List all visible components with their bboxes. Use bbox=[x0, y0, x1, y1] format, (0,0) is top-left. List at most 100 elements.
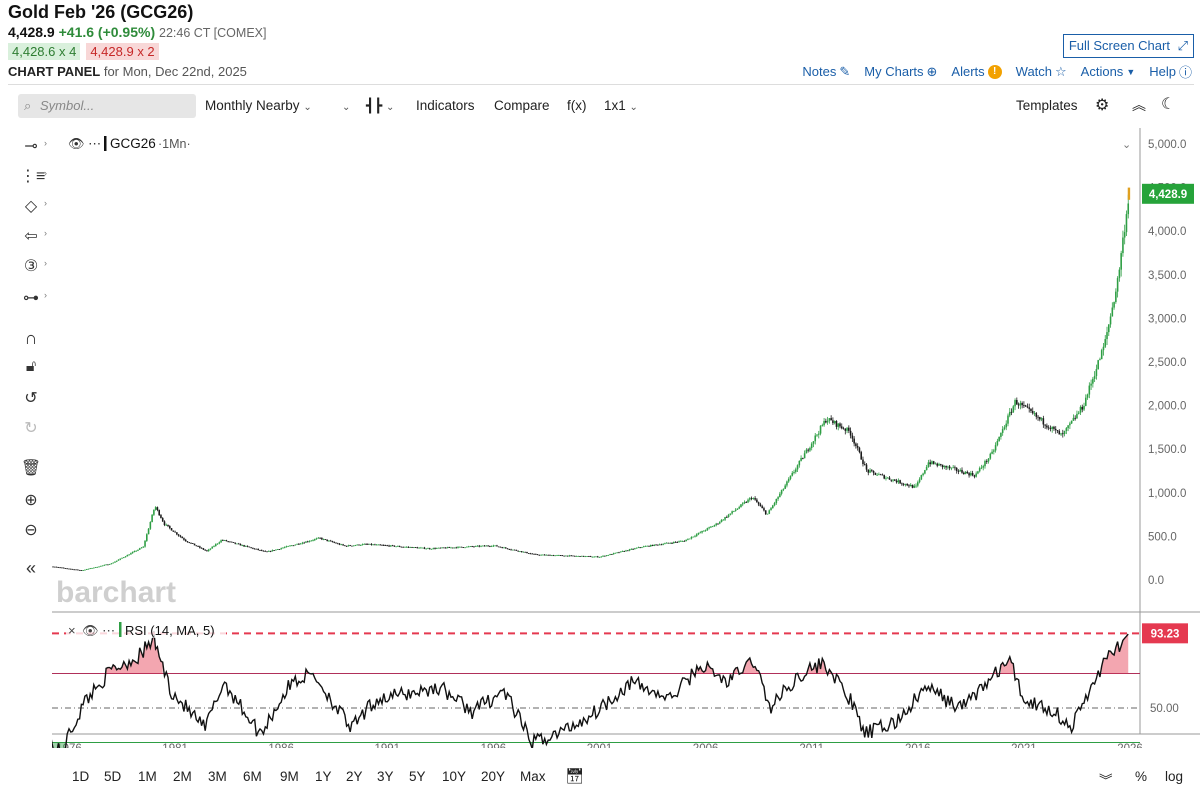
log-scale-toggle[interactable]: log bbox=[1165, 769, 1184, 784]
range-1d[interactable]: 1D bbox=[72, 769, 90, 784]
actions-menu[interactable]: Actions ▼ bbox=[1081, 62, 1136, 81]
candle bbox=[211, 546, 214, 549]
candle bbox=[711, 525, 714, 528]
arrow-tool-icon[interactable]: ⇦ › bbox=[24, 228, 47, 245]
candle-body bbox=[149, 522, 152, 529]
candle bbox=[1010, 408, 1013, 416]
candle-body bbox=[780, 489, 783, 494]
candle-body bbox=[526, 551, 528, 554]
candle bbox=[519, 551, 521, 553]
candle-body bbox=[694, 535, 696, 537]
candle bbox=[890, 479, 893, 483]
candle bbox=[312, 539, 314, 542]
candle bbox=[430, 548, 433, 550]
zoom-in-icon[interactable]: ⊕ bbox=[24, 492, 38, 509]
indicators-button[interactable]: Indicators bbox=[416, 98, 475, 113]
candle-body bbox=[619, 551, 622, 553]
full-screen-chart-button[interactable]: Full Screen Chart ⤢ bbox=[1062, 34, 1194, 58]
fib-tool-icon[interactable]: ⋮≡ › bbox=[20, 168, 47, 185]
candle-body bbox=[1039, 417, 1041, 420]
collapse-left-icon[interactable]: « bbox=[25, 558, 36, 578]
range-5d[interactable]: 5D bbox=[104, 769, 122, 784]
candle bbox=[315, 537, 318, 540]
range-2m[interactable]: 2M bbox=[173, 769, 192, 784]
candle bbox=[527, 553, 530, 554]
fx-button[interactable]: f(x) bbox=[567, 98, 587, 113]
trash-icon[interactable]: 🗑︎ bbox=[20, 460, 42, 477]
candle-body bbox=[611, 554, 613, 555]
candle-body bbox=[741, 503, 744, 505]
chevron-double-down-icon[interactable]: ︾ bbox=[1099, 773, 1113, 788]
range-6m[interactable]: 6M bbox=[243, 769, 262, 784]
watch-link[interactable]: Watch ☆ bbox=[1016, 62, 1067, 81]
interval-dropdown[interactable]: ⌄ bbox=[342, 98, 350, 113]
chart-area[interactable]: barchart5,000.04,500.04,000.03,500.03,00… bbox=[46, 128, 1200, 757]
range-5y[interactable]: 5Y bbox=[409, 769, 426, 784]
range-3m[interactable]: 3M bbox=[208, 769, 227, 784]
candle-body bbox=[844, 429, 847, 431]
candle-body bbox=[64, 568, 67, 569]
compare-button[interactable]: Compare bbox=[494, 98, 550, 113]
range-20y[interactable]: 20Y bbox=[481, 769, 506, 784]
alerts-link[interactable]: Alerts! bbox=[951, 62, 1002, 81]
unlock-icon[interactable]: 🔓︎ bbox=[25, 358, 37, 375]
candle-body bbox=[306, 541, 309, 543]
chart-svg[interactable]: barchart5,000.04,500.04,000.03,500.03,00… bbox=[46, 128, 1200, 757]
layout-dropdown[interactable]: 1x1 ⌄ bbox=[604, 98, 638, 113]
dark-mode-moon-icon[interactable]: ☾ bbox=[1161, 96, 1176, 113]
percent-scale-toggle[interactable]: % bbox=[1135, 769, 1148, 784]
templates-button[interactable]: Templates bbox=[1016, 98, 1078, 113]
range-1m[interactable]: 1M bbox=[138, 769, 157, 784]
my-charts-link[interactable]: My Charts ⊕ bbox=[864, 62, 937, 81]
candle bbox=[1033, 410, 1036, 417]
candle-body bbox=[336, 543, 339, 545]
candle bbox=[156, 506, 159, 512]
candle bbox=[163, 520, 166, 527]
candle-body bbox=[947, 466, 949, 468]
line-tool-icon[interactable]: ⊸ › bbox=[24, 138, 47, 155]
candle bbox=[600, 556, 603, 558]
period-dropdown[interactable]: Monthly Nearby ⌄ bbox=[205, 98, 312, 113]
candle-body bbox=[971, 473, 974, 476]
zoom-out-icon[interactable]: ⊖ bbox=[24, 522, 38, 539]
candle bbox=[660, 543, 663, 546]
last-price-label: 4,428.9 bbox=[1149, 189, 1187, 201]
candle-body bbox=[665, 542, 668, 544]
calendar-icon[interactable]: 📅︎ bbox=[565, 768, 585, 785]
notes-link[interactable]: Notes ✎ bbox=[802, 62, 850, 81]
redo-icon[interactable]: ↻ bbox=[24, 420, 38, 437]
candle bbox=[856, 443, 859, 451]
collapse-up-icon[interactable]: ︽ bbox=[1132, 97, 1146, 113]
candle bbox=[991, 449, 993, 455]
symbol-input[interactable]: ⌕ Symbol... bbox=[18, 94, 196, 118]
candle bbox=[1122, 230, 1124, 257]
range-max[interactable]: Max bbox=[520, 769, 546, 784]
range-9m[interactable]: 9M bbox=[280, 769, 299, 784]
range-10y[interactable]: 10Y bbox=[442, 769, 467, 784]
help-link[interactable]: Help ⓘ bbox=[1149, 62, 1192, 81]
candle-body bbox=[103, 564, 106, 566]
chart-type-dropdown[interactable]: ┫┣ ⌄ bbox=[366, 98, 394, 114]
candle bbox=[283, 546, 286, 549]
candle-body bbox=[1063, 430, 1066, 435]
range-1y[interactable]: 1Y bbox=[315, 769, 332, 784]
undo-icon[interactable]: ↺ bbox=[24, 390, 38, 407]
range-3y[interactable]: 3Y bbox=[377, 769, 394, 784]
candle bbox=[319, 537, 321, 539]
settings-gear-icon[interactable]: ⚙ bbox=[1095, 97, 1110, 114]
candle-body bbox=[436, 548, 438, 549]
candle-body bbox=[878, 474, 880, 476]
measure-tool-icon[interactable]: ⊶ › bbox=[23, 290, 47, 307]
shape-tool-icon[interactable]: ◇ › bbox=[24, 198, 47, 215]
candle-body bbox=[860, 452, 863, 460]
candle bbox=[436, 547, 438, 549]
candle-body bbox=[991, 451, 993, 454]
period-label: Monthly Nearby bbox=[205, 98, 300, 113]
candle-body bbox=[114, 561, 116, 563]
rsi-overbought-fill bbox=[1000, 656, 1014, 674]
candle bbox=[1083, 402, 1085, 411]
magnet-icon[interactable]: ∩ bbox=[24, 328, 38, 348]
elliott-tool-icon[interactable]: ③ › bbox=[23, 258, 47, 275]
candle bbox=[397, 545, 399, 547]
range-2y[interactable]: 2Y bbox=[346, 769, 363, 784]
